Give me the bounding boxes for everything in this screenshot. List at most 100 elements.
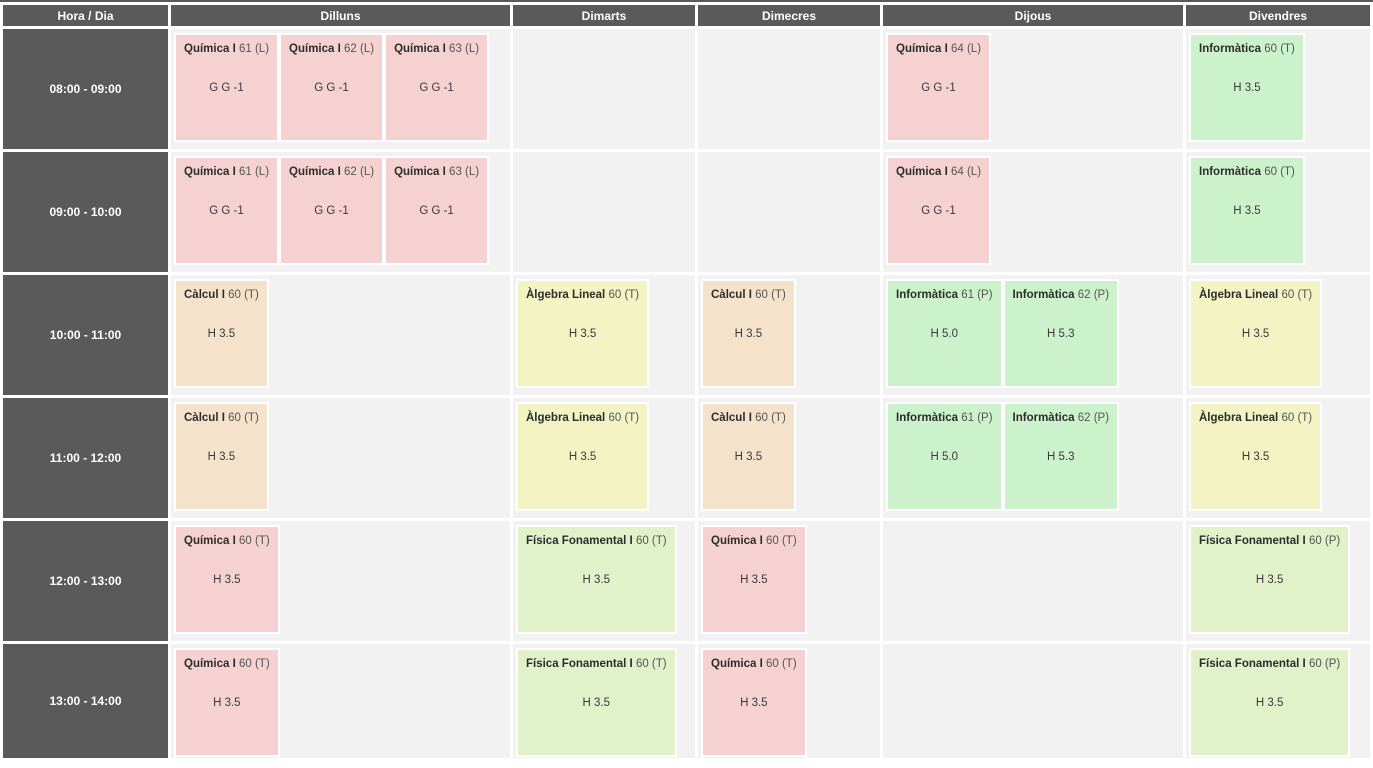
event-card: Química I 63 (L) G G -1 [384,33,490,142]
schedule-cell-dimecres [698,152,880,272]
event-room: H 3.5 [1241,328,1270,340]
schedule-cell-divendres: Informàtica 60 (T) H 3.5 [1186,29,1370,149]
schedule-cell-dijous: Química I 64 (L) G G -1 [883,29,1183,149]
event-course-name: Càlcul I [711,289,752,301]
event-title: Química I 64 (L) [896,166,981,178]
event-title: Química I 60 (T) [184,535,270,547]
event-course-name: Àlgebra Lineal [526,289,606,301]
event-card: Química I 64 (L) G G -1 [886,33,992,142]
event-title: Física Fonamental I 60 (P) [1199,658,1340,670]
event-title: Química I 62 (L) [289,166,374,178]
event-room: H 5.3 [1047,451,1075,463]
event-room: G G -1 [314,205,349,217]
event-card: Àlgebra Lineal 60 (T) H 3.5 [1189,402,1323,511]
event-course-name: Informàtica [896,412,958,424]
schedule-cell-divendres: Àlgebra Lineal 60 (T) H 3.5 [1186,398,1370,518]
event-room: G G -1 [921,82,956,94]
event-card: Química I 60 (T) H 3.5 [701,648,807,757]
event-card: Química I 62 (L) G G -1 [279,156,385,265]
event-group-type: 60 (P) [1308,658,1341,670]
event-room: H 3.5 [213,574,241,586]
event-group-type: 61 (P) [961,412,993,424]
event-room: H 3.5 [1255,574,1284,586]
event-course-name: Àlgebra Lineal [1199,412,1279,424]
event-course-name: Física Fonamental I [526,658,633,670]
top-divider [0,0,1373,2]
schedule-cell-dimecres: Càlcul I 60 (T) H 3.5 [698,275,880,395]
header-time-day: Hora / Dia [3,5,168,26]
event-card: Química I 61 (L) G G -1 [174,156,280,265]
event-group-type: 60 (T) [228,412,259,424]
event-card: Química I 63 (L) G G -1 [384,156,490,265]
event-title: Informàtica 62 (P) [1013,412,1110,424]
event-title: Àlgebra Lineal 60 (T) [526,412,639,424]
event-title: Química I 63 (L) [394,43,479,55]
event-room: H 3.5 [740,574,768,586]
event-course-name: Informàtica [896,289,958,301]
schedule-cell-dimarts [513,152,695,272]
schedule-cell-divendres: Àlgebra Lineal 60 (T) H 3.5 [1186,275,1370,395]
event-room: G G -1 [419,82,454,94]
schedule-cell-dimarts: Física Fonamental I 60 (T) H 3.5 [513,644,695,758]
schedule-cell-dijous: Informàtica 61 (P) H 5.0 Informàtica 62 (P… [883,398,1183,518]
event-course-name: Química I [184,658,236,670]
event-room: H 5.0 [930,451,959,463]
schedule-cell-divendres: Informàtica 60 (T) H 3.5 [1186,152,1370,272]
event-room: H 3.5 [582,697,611,709]
schedule-cell-divendres: Física Fonamental I 60 (P) H 3.5 [1186,644,1370,758]
event-card: Química I 60 (T) H 3.5 [174,525,280,634]
event-room: G G -1 [419,205,454,217]
event-group-type: 60 (T) [1264,43,1295,55]
event-group-type: 60 (T) [635,535,667,547]
timetable-row: 09:00 - 10:00 Química I 61 (L) G G -1 Quími… [3,152,1370,272]
event-title: Àlgebra Lineal 60 (T) [526,289,639,301]
event-course-name: Química I [896,166,948,178]
event-room: H 3.5 [207,328,236,340]
event-title: Càlcul I 60 (T) [711,412,786,424]
timetable-row: 13:00 - 14:00 Química I 60 (T) H 3.5 Física… [3,644,1370,758]
schedule-cell-dilluns: Química I 60 (T) H 3.5 [171,521,510,641]
event-room: H 3.5 [568,328,597,340]
event-group-type: 63 (L) [449,43,480,55]
event-course-name: Química I [289,43,341,55]
event-course-name: Química I [184,535,236,547]
event-card: Química I 64 (L) G G -1 [886,156,992,265]
event-title: Càlcul I 60 (T) [184,289,259,301]
event-group-type: 61 (L) [238,43,270,55]
event-group-type: 60 (T) [635,658,667,670]
event-course-name: Àlgebra Lineal [526,412,606,424]
schedule-cell-dimecres: Química I 60 (T) H 3.5 [698,644,880,758]
event-title: Química I 60 (T) [184,658,270,670]
event-course-name: Química I [184,166,236,178]
event-room: H 3.5 [740,697,768,709]
event-room: H 3.5 [213,697,241,709]
header-day-dimecres: Dimecres [698,5,880,26]
event-card: Informàtica 61 (P) H 5.0 [886,402,1003,511]
event-card: Informàtica 60 (T) H 3.5 [1189,33,1305,142]
schedule-cell-dimecres [698,29,880,149]
event-group-type: 61 (L) [238,166,270,178]
event-room: H 5.0 [930,328,959,340]
event-title: Química I 60 (T) [711,535,797,547]
event-title: Àlgebra Lineal 60 (T) [1199,289,1312,301]
event-card: Càlcul I 60 (T) H 3.5 [174,279,269,388]
event-course-name: Química I [711,658,763,670]
event-card: Càlcul I 60 (T) H 3.5 [701,279,796,388]
event-group-type: 60 (T) [228,289,259,301]
event-title: Química I 60 (T) [711,658,797,670]
schedule-cell-dimarts: Àlgebra Lineal 60 (T) H 3.5 [513,275,695,395]
event-card: Àlgebra Lineal 60 (T) H 3.5 [1189,279,1323,388]
schedule-cell-dimarts: Àlgebra Lineal 60 (T) H 3.5 [513,398,695,518]
time-slot-label: 09:00 - 10:00 [3,152,168,272]
event-room: G G -1 [921,205,956,217]
event-title: Química I 61 (L) [184,43,269,55]
schedule-cell-dilluns: Càlcul I 60 (T) H 3.5 [171,398,510,518]
schedule-cell-dimarts [513,29,695,149]
event-course-name: Càlcul I [184,412,225,424]
event-room: H 3.5 [568,451,597,463]
time-slot-label: 13:00 - 14:00 [3,644,168,758]
event-group-type: 61 (P) [961,289,993,301]
event-course-name: Química I [184,43,236,55]
event-room: H 3.5 [1233,82,1261,94]
